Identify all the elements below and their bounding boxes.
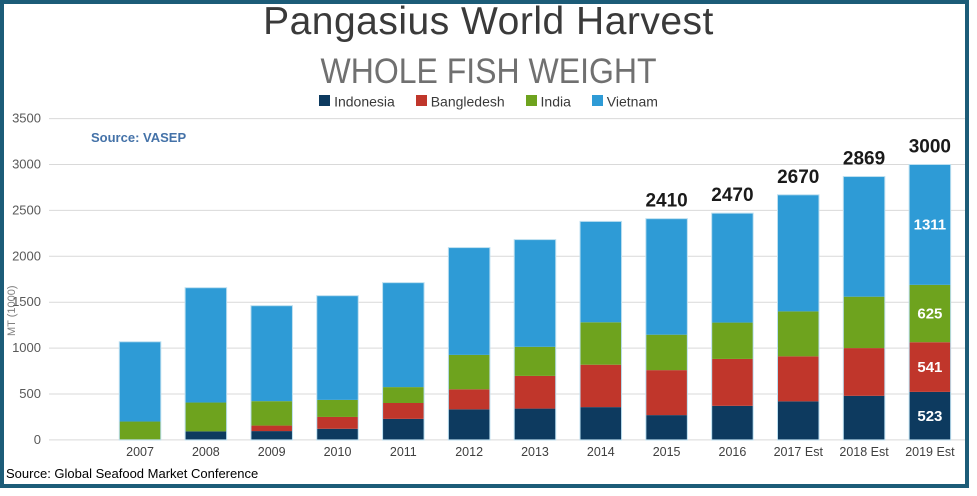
svg-text:2017 Est: 2017 Est [774, 445, 824, 459]
svg-text:1500: 1500 [12, 294, 41, 309]
svg-text:2010: 2010 [324, 445, 352, 459]
svg-text:2500: 2500 [12, 202, 41, 217]
svg-text:2019 Est: 2019 Est [905, 445, 955, 459]
svg-text:2000: 2000 [12, 248, 41, 263]
svg-text:3000: 3000 [909, 137, 951, 158]
svg-text:2410: 2410 [645, 191, 687, 212]
svg-text:2012: 2012 [455, 445, 483, 459]
svg-text:2014: 2014 [587, 445, 615, 459]
svg-text:3000: 3000 [12, 157, 41, 172]
svg-text:2015: 2015 [653, 445, 681, 459]
svg-text:2869: 2869 [843, 149, 885, 170]
svg-text:2018 Est: 2018 Est [839, 445, 889, 459]
svg-text:2670: 2670 [777, 167, 819, 188]
svg-text:3500: 3500 [12, 111, 41, 126]
svg-text:625: 625 [917, 306, 942, 323]
svg-text:1000: 1000 [12, 340, 41, 355]
svg-text:2013: 2013 [521, 445, 549, 459]
svg-text:2016: 2016 [719, 445, 747, 459]
svg-text:500: 500 [19, 386, 41, 401]
svg-text:541: 541 [917, 359, 942, 376]
svg-text:2011: 2011 [390, 445, 417, 459]
svg-text:2009: 2009 [258, 445, 286, 459]
svg-text:2007: 2007 [126, 445, 154, 459]
svg-text:2008: 2008 [192, 445, 220, 459]
svg-text:2470: 2470 [711, 185, 753, 206]
svg-text:0: 0 [34, 432, 41, 447]
svg-text:523: 523 [917, 408, 942, 425]
svg-text:1311: 1311 [914, 217, 947, 234]
